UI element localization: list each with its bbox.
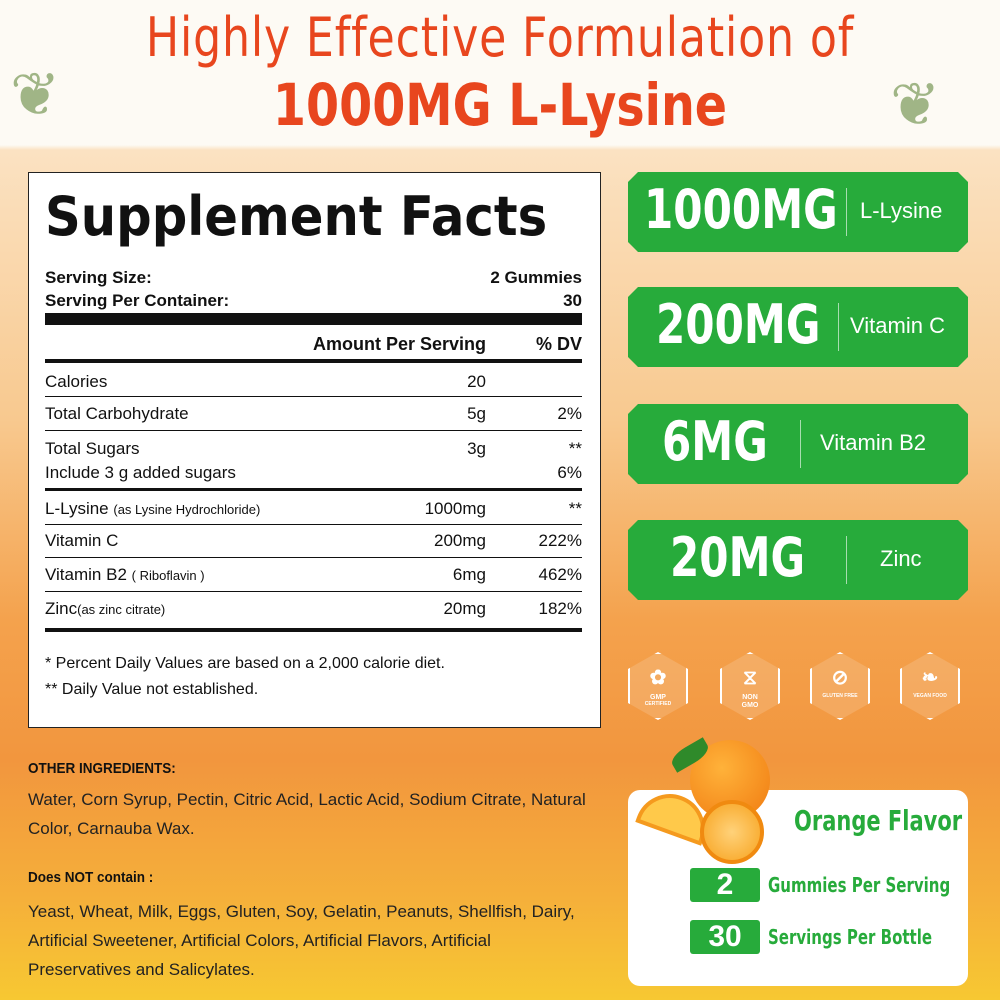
divider bbox=[45, 359, 582, 363]
nutrient-name: L-Lysine bbox=[45, 499, 109, 518]
separator bbox=[846, 188, 847, 236]
headline-product: 1000MG L-Lysine bbox=[272, 71, 728, 139]
badge-text: VEGAN FOOD bbox=[913, 693, 947, 699]
footnote: ** Daily Value not established. bbox=[45, 681, 259, 698]
nutrient-name: Vitamin C bbox=[45, 531, 119, 550]
supplement-facts-panel: Supplement Facts Serving Size: 2 Gummies … bbox=[28, 172, 601, 728]
amount: 6mg bbox=[452, 565, 486, 584]
amount: 5g bbox=[467, 404, 486, 423]
servings-label: Servings Per Bottle bbox=[768, 925, 933, 949]
dv: ** bbox=[568, 439, 582, 458]
leaf-decoration-icon: ❦ bbox=[10, 61, 61, 128]
facts-row: L-Lysine (as Lysine Hydrochloride) 1000mg… bbox=[45, 499, 582, 519]
facts-row: Total Carbohydrate 5g 2% bbox=[45, 404, 582, 424]
gummies-label: Gummies Per Serving bbox=[768, 873, 951, 897]
dv: 182% bbox=[538, 599, 582, 618]
badge-gmp-certified: ✿ GMP CERTIFIED bbox=[628, 652, 688, 720]
headline: Highly Effective Formulation of bbox=[145, 6, 855, 69]
nutrient-name: Zinc bbox=[45, 599, 78, 618]
col-amount: Amount Per Serving bbox=[312, 334, 486, 354]
facts-row: Vitamin C 200mg 222% bbox=[45, 531, 582, 551]
highlight-zinc: 20MG Zinc bbox=[628, 520, 968, 600]
nutrient-name: Include 3 g added sugars bbox=[45, 463, 236, 482]
amount: 3g bbox=[467, 439, 486, 458]
flavor-card: Orange Flavor 2 Gummies Per Serving 30 S… bbox=[628, 790, 968, 986]
divider bbox=[45, 628, 582, 632]
serving-size-row: Serving Size: 2 Gummies bbox=[45, 268, 582, 288]
highlight-name: L-Lysine bbox=[860, 198, 943, 223]
other-ingredients-heading: OTHER INGREDIENTS: bbox=[28, 760, 176, 777]
leaf-decoration-icon: ❦ bbox=[890, 71, 941, 138]
dv: 462% bbox=[538, 565, 582, 584]
dv: 2% bbox=[557, 404, 582, 423]
label: Serving Size: bbox=[45, 268, 152, 287]
nutrient-name: Total Carbohydrate bbox=[45, 404, 189, 423]
col-dv: % DV bbox=[535, 334, 582, 354]
highlight-amount: 20MG bbox=[670, 526, 806, 589]
highlight-amount: 1000MG bbox=[644, 178, 838, 241]
value: 2 Gummies bbox=[490, 268, 582, 287]
divider bbox=[45, 591, 582, 592]
nutrient-note: (as Lysine Hydrochloride) bbox=[113, 502, 261, 517]
footnote: * Percent Daily Values are based on a 2,… bbox=[45, 655, 445, 672]
divider bbox=[45, 524, 582, 525]
facts-row: Total Sugars 3g ** bbox=[45, 439, 582, 459]
nutrient-name: Total Sugars bbox=[45, 439, 140, 458]
amount: 20mg bbox=[443, 599, 486, 618]
badge-text: NON bbox=[742, 694, 758, 701]
divider bbox=[45, 430, 582, 431]
does-not-contain-heading: Does NOT contain : bbox=[28, 869, 154, 886]
highlight-amount: 6MG bbox=[662, 410, 768, 473]
facts-title: Supplement Facts bbox=[45, 185, 548, 248]
amount: 200mg bbox=[434, 531, 486, 550]
gummies-count: 2 bbox=[690, 868, 760, 902]
divider bbox=[45, 396, 582, 397]
facts-row: Vitamin B2 ( Riboflavin ) 6mg 462% bbox=[45, 565, 582, 585]
badge-text: GLUTEN FREE bbox=[822, 693, 858, 699]
label: Serving Per Container: bbox=[45, 291, 230, 310]
separator bbox=[846, 536, 847, 584]
dv: 6% bbox=[557, 463, 582, 482]
highlight-vitamin-b2: 6MG Vitamin B2 bbox=[628, 404, 968, 484]
highlight-name: Zinc bbox=[880, 546, 922, 571]
badge-text: CERTIFIED bbox=[644, 700, 672, 707]
nutrient-note: (as zinc citrate) bbox=[77, 602, 166, 617]
other-ingredients-text: Water, Corn Syrup, Pectin, Citric Acid, … bbox=[28, 790, 586, 838]
badge-text: GMO bbox=[741, 701, 759, 709]
value: 30 bbox=[563, 291, 582, 310]
highlight-name: Vitamin B2 bbox=[820, 430, 926, 455]
leaf-icon: ❧ bbox=[921, 667, 939, 689]
nutrient-name: Vitamin B2 bbox=[45, 565, 127, 584]
flavor-title: Orange Flavor bbox=[794, 804, 963, 837]
badge-gluten-free: ⊘ GLUTEN FREE bbox=[810, 652, 870, 720]
award-icon: ✿ bbox=[649, 667, 667, 689]
badge-non-gmo: ⧖ NON GMO bbox=[720, 652, 780, 720]
separator bbox=[800, 420, 801, 468]
does-not-contain-text: Yeast, Wheat, Milk, Eggs, Gluten, Soy, G… bbox=[28, 902, 575, 979]
facts-row: Include 3 g added sugars 6% bbox=[45, 463, 582, 483]
highlight-name: Vitamin C bbox=[850, 313, 945, 338]
divider bbox=[45, 557, 582, 558]
facts-row: Calories 20 bbox=[45, 372, 582, 392]
badge-text: GMP bbox=[650, 694, 666, 701]
dv: 222% bbox=[538, 531, 582, 550]
servings-count: 30 bbox=[690, 920, 760, 954]
per-container-row: Serving Per Container: 30 bbox=[45, 291, 582, 311]
nutrient-name: Calories bbox=[45, 372, 108, 391]
highlight-vitamin-c: 200MG Vitamin C bbox=[628, 287, 968, 367]
badge-vegan-food: ❧ VEGAN FOOD bbox=[900, 652, 960, 720]
wheat-icon: ⊘ bbox=[831, 667, 849, 689]
dna-icon: ⧖ bbox=[742, 667, 758, 689]
amount: 20 bbox=[467, 372, 486, 391]
highlight-amount: 200MG bbox=[656, 293, 821, 356]
highlight-l-lysine: 1000MG L-Lysine bbox=[628, 172, 968, 252]
divider bbox=[45, 313, 582, 325]
divider bbox=[45, 488, 582, 491]
separator bbox=[838, 303, 839, 351]
dv: ** bbox=[568, 499, 582, 518]
nutrient-note: ( Riboflavin ) bbox=[131, 568, 205, 583]
amount: 1000mg bbox=[424, 499, 486, 518]
facts-row: Zinc(as zinc citrate) 20mg 182% bbox=[45, 599, 582, 619]
orange-fruit-icon bbox=[635, 737, 790, 864]
